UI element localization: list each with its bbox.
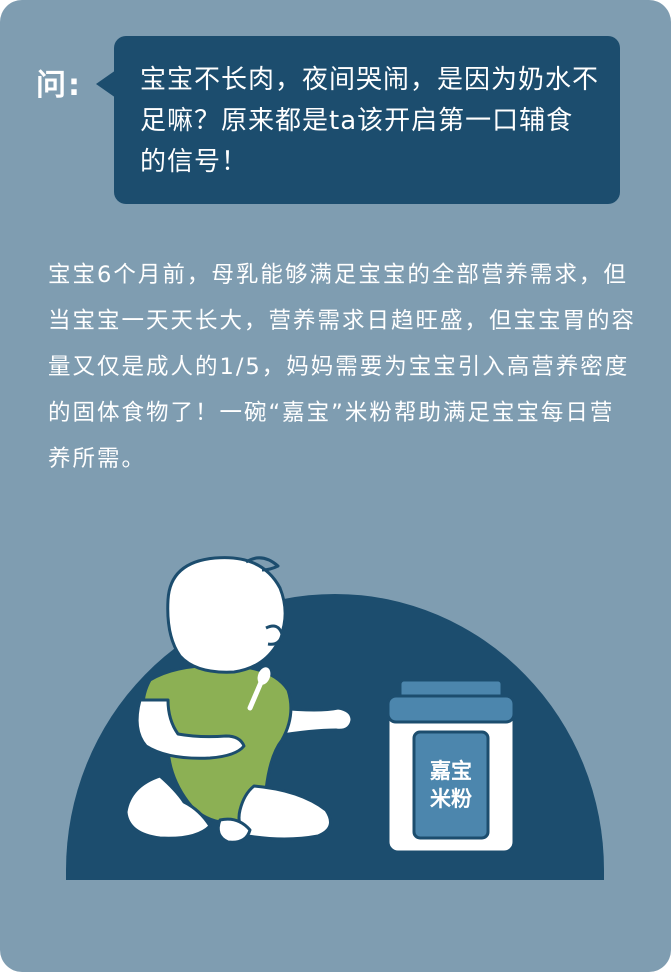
jar-band bbox=[386, 694, 516, 724]
baby-hair bbox=[245, 556, 280, 572]
jar-label-line1: 嘉宝 bbox=[430, 759, 472, 783]
baby-cereal-illustration: 嘉宝 米粉 bbox=[66, 556, 604, 880]
baby-figure bbox=[124, 556, 354, 844]
baby-foot bbox=[216, 817, 252, 844]
jar-label-line2: 米粉 bbox=[430, 787, 472, 811]
baby-head bbox=[166, 556, 287, 674]
jar-label bbox=[412, 730, 490, 840]
question-label: 问: bbox=[36, 68, 82, 103]
speech-bubble-tail bbox=[96, 70, 116, 98]
question-speech-bubble: 宝宝不长肉，夜间哭闹，是因为奶水不足嘛？原来都是ta该开启第一口辅食的信号！ bbox=[114, 36, 620, 204]
baby-right-leg bbox=[237, 784, 332, 841]
baby-right-arm bbox=[274, 706, 354, 738]
answer-paragraph: 宝宝6个月前，母乳能够满足宝宝的全部营养需求，但当宝宝一天天长大，营养需求日趋旺… bbox=[48, 262, 637, 472]
baby-left-leg bbox=[124, 774, 212, 840]
question-text: 宝宝不长肉，夜间哭闹，是因为奶水不足嘛？原来都是ta该开启第一口辅食的信号！ bbox=[140, 65, 600, 177]
baby-left-arm bbox=[135, 698, 246, 760]
cereal-jar: 嘉宝 米粉 bbox=[386, 678, 516, 854]
baby-ear bbox=[265, 624, 284, 646]
spoon-icon bbox=[247, 667, 271, 711]
